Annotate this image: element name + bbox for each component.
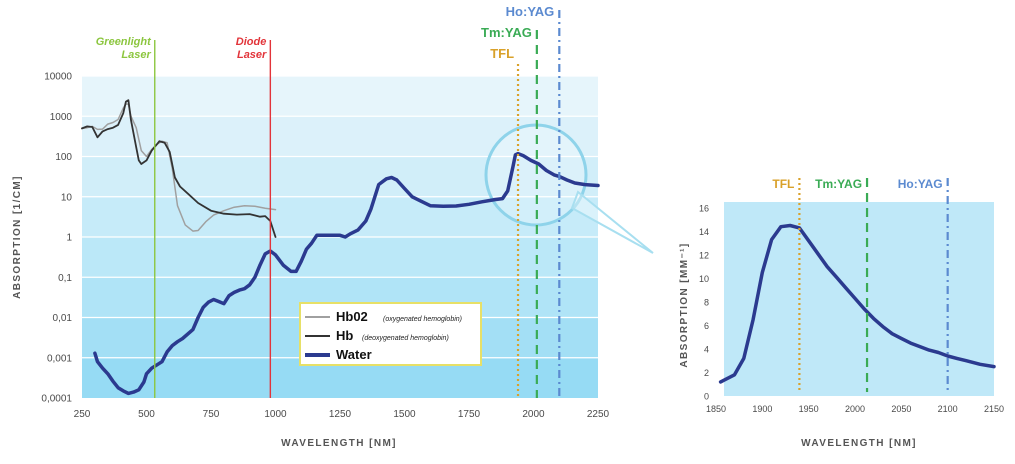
main-background-band: [82, 76, 598, 117]
zoom-y-tick-label: 8: [704, 297, 709, 307]
zoom-connector: [570, 190, 654, 254]
main-x-tick-label: 1250: [329, 409, 352, 420]
main-x-tick-label: 500: [138, 409, 155, 420]
series-line-hb: [81, 99, 277, 238]
zoom-x-tick-label: 2100: [938, 404, 958, 414]
zoom-x-axis-title: WAVELENGTH [NM]: [801, 438, 917, 449]
laser-label-diode-laser: Diode: [236, 36, 267, 48]
legend-water-label: Water: [336, 347, 372, 362]
main-y-tick-label: 100: [55, 152, 72, 163]
main-y-tick-label: 1: [66, 233, 72, 244]
zoom-chart-background: [724, 202, 994, 396]
main-x-tick-label: 1500: [393, 409, 416, 420]
legend-box: [299, 302, 482, 366]
main-y-axis-title: ABSORPTION [1/CM]: [12, 175, 23, 299]
zoom-y-tick-label: 10: [699, 274, 709, 284]
series-line-water: [93, 151, 600, 396]
zoom-y-tick-label: 4: [704, 344, 709, 354]
zoom-laser-lines: TFL Tm:YAG Ho:YAG: [772, 177, 949, 392]
zoom-plot-area: [724, 202, 994, 396]
zoom-y-tick-label: 16: [699, 203, 709, 213]
main-y-tick-label: 10: [61, 192, 73, 203]
main-x-axis-title: WAVELENGTH [NM]: [281, 438, 397, 449]
main-chart-background: [82, 75, 598, 398]
main-background-band: [82, 196, 598, 237]
laser-label-ho-yag: Ho:YAG: [506, 4, 555, 19]
zoom-y-tick-label: 0: [704, 392, 709, 402]
laser-label-greenlight-laser: Greenlight: [96, 36, 152, 48]
legend-hbo2-label: Hb02: [336, 309, 368, 324]
zoom-x-tick-label: 1850: [706, 404, 726, 414]
main-axis-ticks: 0,0001 0,001 0,01 0,1 1 10 100 1000 10000 250 500 7…: [41, 72, 609, 421]
main-y-tick-label: 0,001: [47, 353, 72, 364]
zoom-laser-label-ho-yag: Ho:YAG: [898, 177, 943, 191]
laser-label-tfl: TFL: [490, 46, 514, 61]
zoom-callout: [484, 123, 654, 254]
main-x-tick-label: 1750: [458, 409, 481, 420]
main-x-tick-label: 1000: [264, 409, 287, 420]
legend-hb-label: Hb: [336, 328, 353, 343]
laser-label-tm-yag: Tm:YAG: [481, 25, 532, 40]
main-y-tick-label: 10000: [44, 72, 72, 83]
main-y-tick-label: 0,0001: [41, 394, 72, 405]
main-y-tick-label: 0,1: [58, 273, 72, 284]
main-x-tick-label: 2000: [522, 409, 545, 420]
main-x-tick-label: 750: [203, 409, 220, 420]
zoom-y-tick-label: 2: [704, 368, 709, 378]
laser-label-greenlight-laser: Laser: [121, 49, 151, 61]
main-y-tick-label: 0,01: [53, 313, 73, 324]
zoom-series-line-water: [718, 223, 996, 384]
zoom-x-tick-label: 1900: [752, 404, 772, 414]
zoom-x-tick-label: 2000: [845, 404, 865, 414]
zoom-y-axis-title: ABSORPTION [MM⁻¹]: [679, 242, 690, 367]
zoom-y-tick-label: 6: [704, 321, 709, 331]
zoom-x-tick-label: 2050: [891, 404, 911, 414]
zoom-y-tick-label: 12: [699, 250, 709, 260]
zoom-laser-label-tm-yag: Tm:YAG: [815, 177, 862, 191]
legend: Hb02 (oxygenated hemoglobin) Hb (deoxyge…: [299, 302, 482, 366]
zoom-laser-label-tfl: TFL: [772, 177, 794, 191]
main-background-band: [82, 237, 598, 278]
zoom-axis-ticks: 0 2 4 6 8 10 12 14 16 1850 1900 1950 2000 2050 2100 215…: [699, 203, 1004, 414]
zoom-series: [718, 223, 996, 384]
legend-hb-description: (deoxygenated hemoglobin): [362, 335, 449, 342]
main-x-tick-label: 2250: [587, 409, 610, 420]
legend-hbo2-description: (oxygenated hemoglobin): [383, 316, 462, 323]
main-y-tick-label: 1000: [50, 112, 73, 123]
zoom-x-tick-label: 2150: [984, 404, 1004, 414]
laser-label-diode-laser: Laser: [237, 49, 267, 61]
zoom-x-tick-label: 1950: [799, 404, 819, 414]
main-x-tick-label: 250: [74, 409, 91, 420]
zoom-y-tick-label: 14: [699, 227, 709, 237]
